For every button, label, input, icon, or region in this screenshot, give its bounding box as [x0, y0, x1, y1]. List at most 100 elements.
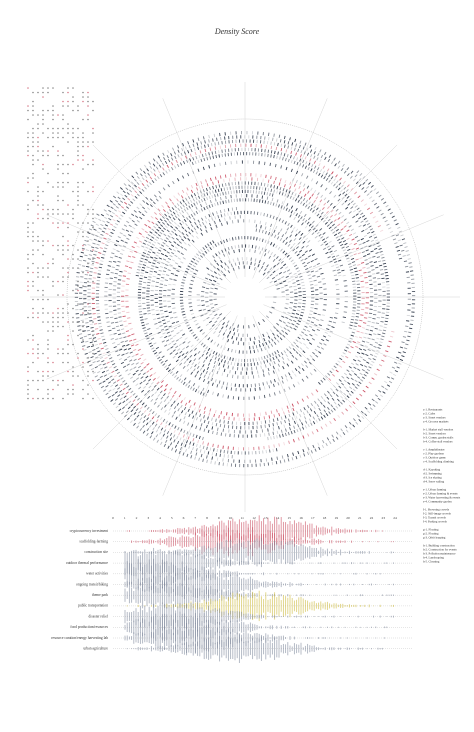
ring-tick [178, 265, 182, 268]
ring-tick [301, 305, 306, 308]
matrix-dot [82, 361, 84, 364]
ring-tick [266, 276, 270, 280]
ring-tick [188, 380, 191, 384]
ring-tick [227, 365, 230, 369]
ring-tick [310, 259, 314, 263]
ring-tick [330, 409, 334, 413]
matrix-dot [47, 172, 49, 175]
ring-tick [300, 216, 303, 220]
ring-tick [112, 218, 116, 222]
ring-tick [369, 343, 373, 346]
ring-tick [261, 356, 263, 360]
ring-tick [204, 144, 206, 148]
matrix-dot [77, 127, 79, 130]
ring-tick [159, 325, 163, 327]
matrix-dot [77, 258, 79, 260]
ring-tick [366, 207, 371, 211]
ring-tick [214, 313, 218, 317]
ring-tick [81, 247, 86, 250]
ring-tick [342, 274, 346, 277]
ring-tick [125, 352, 129, 355]
ring-tick [283, 135, 286, 140]
ring-tick [204, 148, 207, 153]
ring-tick [187, 422, 190, 426]
matrix-dot [47, 276, 49, 278]
ring-tick [218, 154, 220, 158]
matrix-dot [52, 132, 54, 134]
ring-tick [176, 178, 180, 182]
ring-tick [273, 264, 276, 268]
hour-label: 9 [218, 516, 220, 520]
ring-tick [158, 195, 162, 199]
ring-tick [269, 273, 273, 277]
ring-tick [149, 270, 153, 273]
ring-tick [109, 200, 113, 203]
ring-tick [85, 340, 89, 343]
ring-tick [149, 344, 154, 348]
matrix-dot [72, 258, 74, 260]
ring-tick [160, 441, 163, 445]
ring-tick [302, 217, 306, 222]
matrix-dot [52, 136, 54, 139]
ring-tick [263, 416, 266, 420]
ring-tick [369, 353, 374, 356]
ring-tick [219, 277, 223, 281]
ring-tick [223, 420, 225, 424]
ring-tick [285, 189, 288, 193]
ring-tick [140, 321, 145, 324]
ring-tick [406, 339, 410, 342]
matrix-dot [77, 231, 79, 233]
ring-tick [339, 434, 342, 438]
ring-tick [322, 247, 327, 251]
ring-tick [122, 197, 126, 201]
ring-tick [91, 246, 95, 249]
ring-tick [291, 142, 294, 146]
ring-tick [213, 259, 217, 263]
ring-tick [266, 213, 269, 218]
matrix-dot [52, 87, 54, 89]
matrix-dot [62, 244, 64, 247]
ring-tick [189, 153, 192, 157]
ring-tick [301, 245, 305, 249]
matrix-dot [87, 190, 89, 193]
ring-tick [195, 210, 199, 215]
ring-tick [289, 326, 293, 329]
ring-tick [355, 319, 359, 321]
row-label: theme park [92, 593, 108, 597]
ring-tick [206, 196, 209, 201]
ring-tick [116, 343, 121, 346]
ring-tick [210, 349, 213, 353]
ring-tick [182, 313, 186, 316]
ring-tick [139, 179, 143, 183]
ring-tick [343, 372, 348, 376]
ring-tick [285, 316, 289, 320]
ring-tick [161, 273, 166, 276]
matrix-dot [57, 325, 59, 328]
ring-tick [200, 391, 203, 395]
ring-tick [265, 230, 267, 235]
ring-tick [386, 384, 391, 387]
ring-tick [391, 366, 396, 369]
ring-tick [219, 145, 222, 149]
ring-tick [342, 399, 346, 403]
ring-tick [209, 303, 214, 305]
ring-tick [339, 177, 342, 181]
ring-tick [207, 389, 210, 394]
ring-tick [183, 208, 187, 212]
ring-tick [230, 263, 233, 268]
matrix-dot [72, 217, 74, 220]
ring-tick [141, 389, 145, 393]
ring-tick [106, 221, 110, 224]
ring-tick [324, 156, 327, 161]
ring-tick [285, 354, 289, 358]
ring-tick [346, 369, 350, 373]
ring-tick [384, 268, 388, 271]
ring-tick [126, 363, 130, 366]
ring-tick [360, 199, 364, 203]
ring-tick [172, 180, 175, 185]
matrix-dot [52, 114, 54, 116]
ring-tick [276, 322, 280, 326]
legend-item: h-5. Cleaning [423, 560, 440, 564]
ring-tick [297, 219, 300, 223]
ring-tick [182, 276, 187, 279]
